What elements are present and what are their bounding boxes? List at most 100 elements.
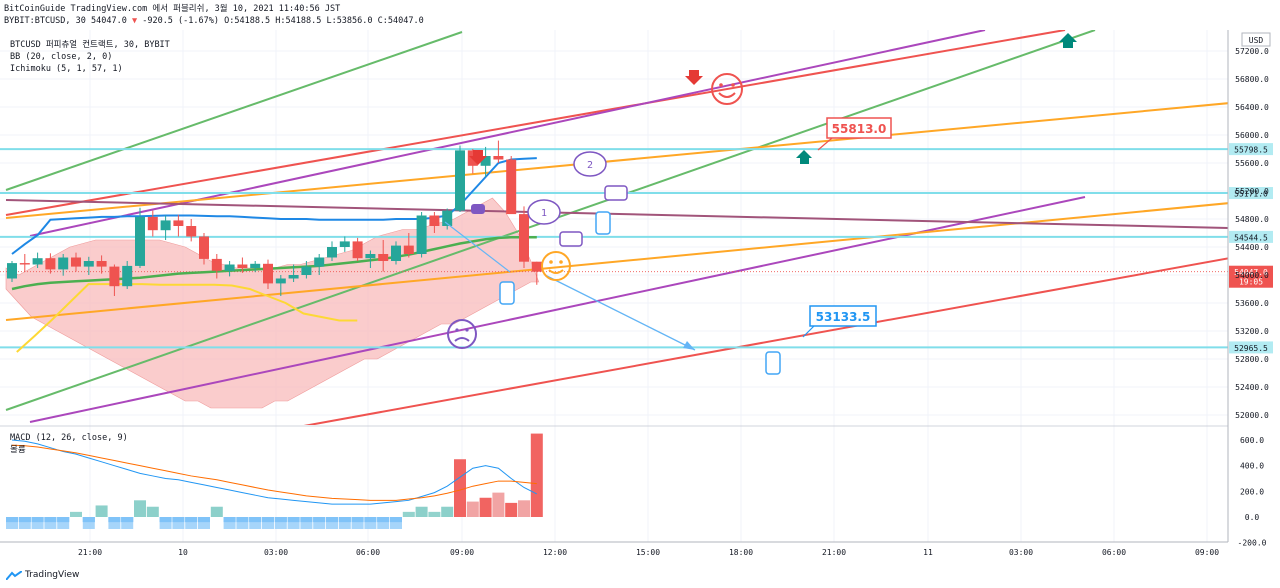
- volume-bar: [313, 517, 326, 529]
- time-tick-label: 10: [178, 548, 188, 557]
- trendline-green-upper[interactable]: [5, 31, 463, 191]
- projection-arrow-line-2[interactable]: [544, 274, 696, 351]
- volume-bar: [121, 517, 134, 529]
- price-tag-label: 52965.5: [1234, 344, 1268, 353]
- candle-body: [173, 220, 184, 226]
- candle-body: [403, 245, 414, 254]
- ohlc-line: BYBIT:BTCUSD, 30 54047.0 ▼ -920.5 (-1.67…: [4, 15, 424, 27]
- price-tick-label: 54400.0: [1235, 243, 1269, 252]
- price-tick-label: 52800.0: [1235, 355, 1269, 364]
- trendline-red-upper[interactable]: [5, 30, 1066, 216]
- legend-symbol: BTCUSD 퍼피츄얼 컨트랙트, 30, BYBIT: [10, 39, 170, 50]
- candle-body: [122, 265, 133, 287]
- volume-bar: [185, 517, 198, 529]
- last-price-countdown: 19:05: [1239, 278, 1263, 287]
- volume-bar: [108, 517, 121, 529]
- candle-body: [224, 264, 235, 271]
- legend-bb: BB (20, close, 2, 0): [10, 52, 112, 62]
- volume-bar: [31, 517, 44, 529]
- macd-histogram-bar: [210, 506, 223, 517]
- hand-pointer-icon: [499, 185, 781, 375]
- candle-body: [365, 254, 376, 259]
- volume-bar: [6, 517, 18, 529]
- volume-bar: [198, 517, 210, 529]
- price-tag-label: 54544.5: [1234, 233, 1268, 242]
- candles: [7, 140, 542, 296]
- volume-bar: [377, 517, 390, 529]
- ichimoku-lagging-line: [16, 283, 358, 353]
- candle-body: [147, 216, 158, 231]
- time-tick-label: 11: [923, 548, 933, 557]
- smiley-icon-orange: [541, 251, 571, 281]
- macd-histogram-bar: [134, 500, 146, 517]
- volume-bar: [326, 517, 338, 529]
- smiley-icon-red: [711, 73, 743, 105]
- volume-bar: [18, 517, 31, 529]
- candle-body: [275, 278, 286, 284]
- time-tick-label: 03:00: [264, 548, 288, 557]
- sad-face-icon: [447, 319, 477, 349]
- macd-pane: [6, 433, 543, 529]
- candle-body: [263, 263, 273, 284]
- footer: TradingView: [6, 570, 79, 580]
- candle-body: [135, 216, 145, 266]
- macd-histogram-bar: [492, 492, 505, 517]
- macd-tick-label: 200.0: [1240, 487, 1264, 496]
- macd-histogram-bar: [95, 505, 108, 517]
- price-tick-label: 52400.0: [1235, 383, 1269, 392]
- macd-tick-label: 600.0: [1240, 436, 1264, 445]
- price-annotations: 55813.0 53133.5: [802, 117, 892, 338]
- time-tick-label: 18:00: [729, 548, 753, 557]
- up-arrow-marker-icon: [796, 33, 1077, 164]
- trendline-red-lower[interactable]: [6, 257, 1230, 480]
- time-axis[interactable]: 21:00 10 03:00 06:00 09:00 12:00 15:00 18:00 21:…: [78, 548, 1219, 557]
- tradingview-logo-icon: [6, 570, 22, 580]
- trendline-mauve[interactable]: [5, 199, 1230, 229]
- macd-histogram-bar: [70, 511, 82, 517]
- volume-bar: [364, 517, 377, 529]
- price-tick-label: 53600.0: [1235, 299, 1269, 308]
- candle-body: [58, 257, 69, 270]
- price-tick-label: 53200.0: [1235, 327, 1269, 336]
- candle-body: [7, 263, 17, 279]
- candle-body: [339, 241, 350, 247]
- price-tick-label: 52000.0: [1235, 411, 1269, 420]
- macd-tick-label: 400.0: [1240, 462, 1264, 471]
- candle-body: [83, 261, 94, 267]
- annotation-53133: 53133.5: [816, 310, 871, 324]
- arrowhead-icon: [683, 341, 695, 350]
- candle-body: [493, 156, 504, 160]
- ohlc-values: O:54188.5 H:54188.5 L:53856.0 C:54047.0: [224, 16, 424, 26]
- macd-axis: 600.0 400.0 200.0 0.0 -200.0: [1238, 436, 1267, 548]
- annotation-55813: 55813.0: [832, 122, 887, 136]
- macd-histogram-bar: [146, 506, 159, 517]
- last-price-tag-bg: [1229, 265, 1273, 288]
- down-arrow-icon: ▼: [131, 16, 138, 26]
- macd-histogram-bar: [466, 501, 479, 517]
- symbol-label: BYBIT:BTCUSD, 30: [4, 16, 86, 26]
- macd-histogram-bar: [402, 511, 415, 517]
- price-axis[interactable]: 55798.5 55171.0 54544.5 54047.019:05 52965.5…: [1229, 47, 1273, 420]
- candle-body: [288, 275, 299, 279]
- volume-bar: [351, 517, 364, 529]
- trendline-orange-upper[interactable]: [5, 102, 1230, 219]
- volume-bar: [262, 517, 274, 529]
- candle-body: [519, 214, 529, 262]
- candle-body: [237, 264, 248, 268]
- projection-arrow-line[interactable]: [444, 221, 511, 273]
- candle-body: [250, 263, 261, 268]
- legend-ichimoku: Ichimoku (5, 1, 57, 1): [10, 64, 123, 74]
- macd-tick-label: 0.0: [1245, 513, 1260, 522]
- footer-brand: TradingView: [25, 570, 80, 580]
- volume-bar: [44, 517, 57, 529]
- candle-body: [480, 156, 491, 166]
- volume-bar: [300, 517, 313, 529]
- candle-body: [301, 266, 312, 275]
- time-tick-label: 06:00: [1102, 548, 1126, 557]
- legend-macd-sub: 볼륨: [10, 444, 26, 455]
- candle-body: [314, 257, 325, 267]
- candle-body: [327, 247, 337, 258]
- candle-body: [45, 258, 56, 270]
- price-chart[interactable]: 1 2 55813.0 53133.5 USD 55798.5 55171.0 54…: [0, 0, 1280, 570]
- price-tag-bg: [1229, 143, 1273, 156]
